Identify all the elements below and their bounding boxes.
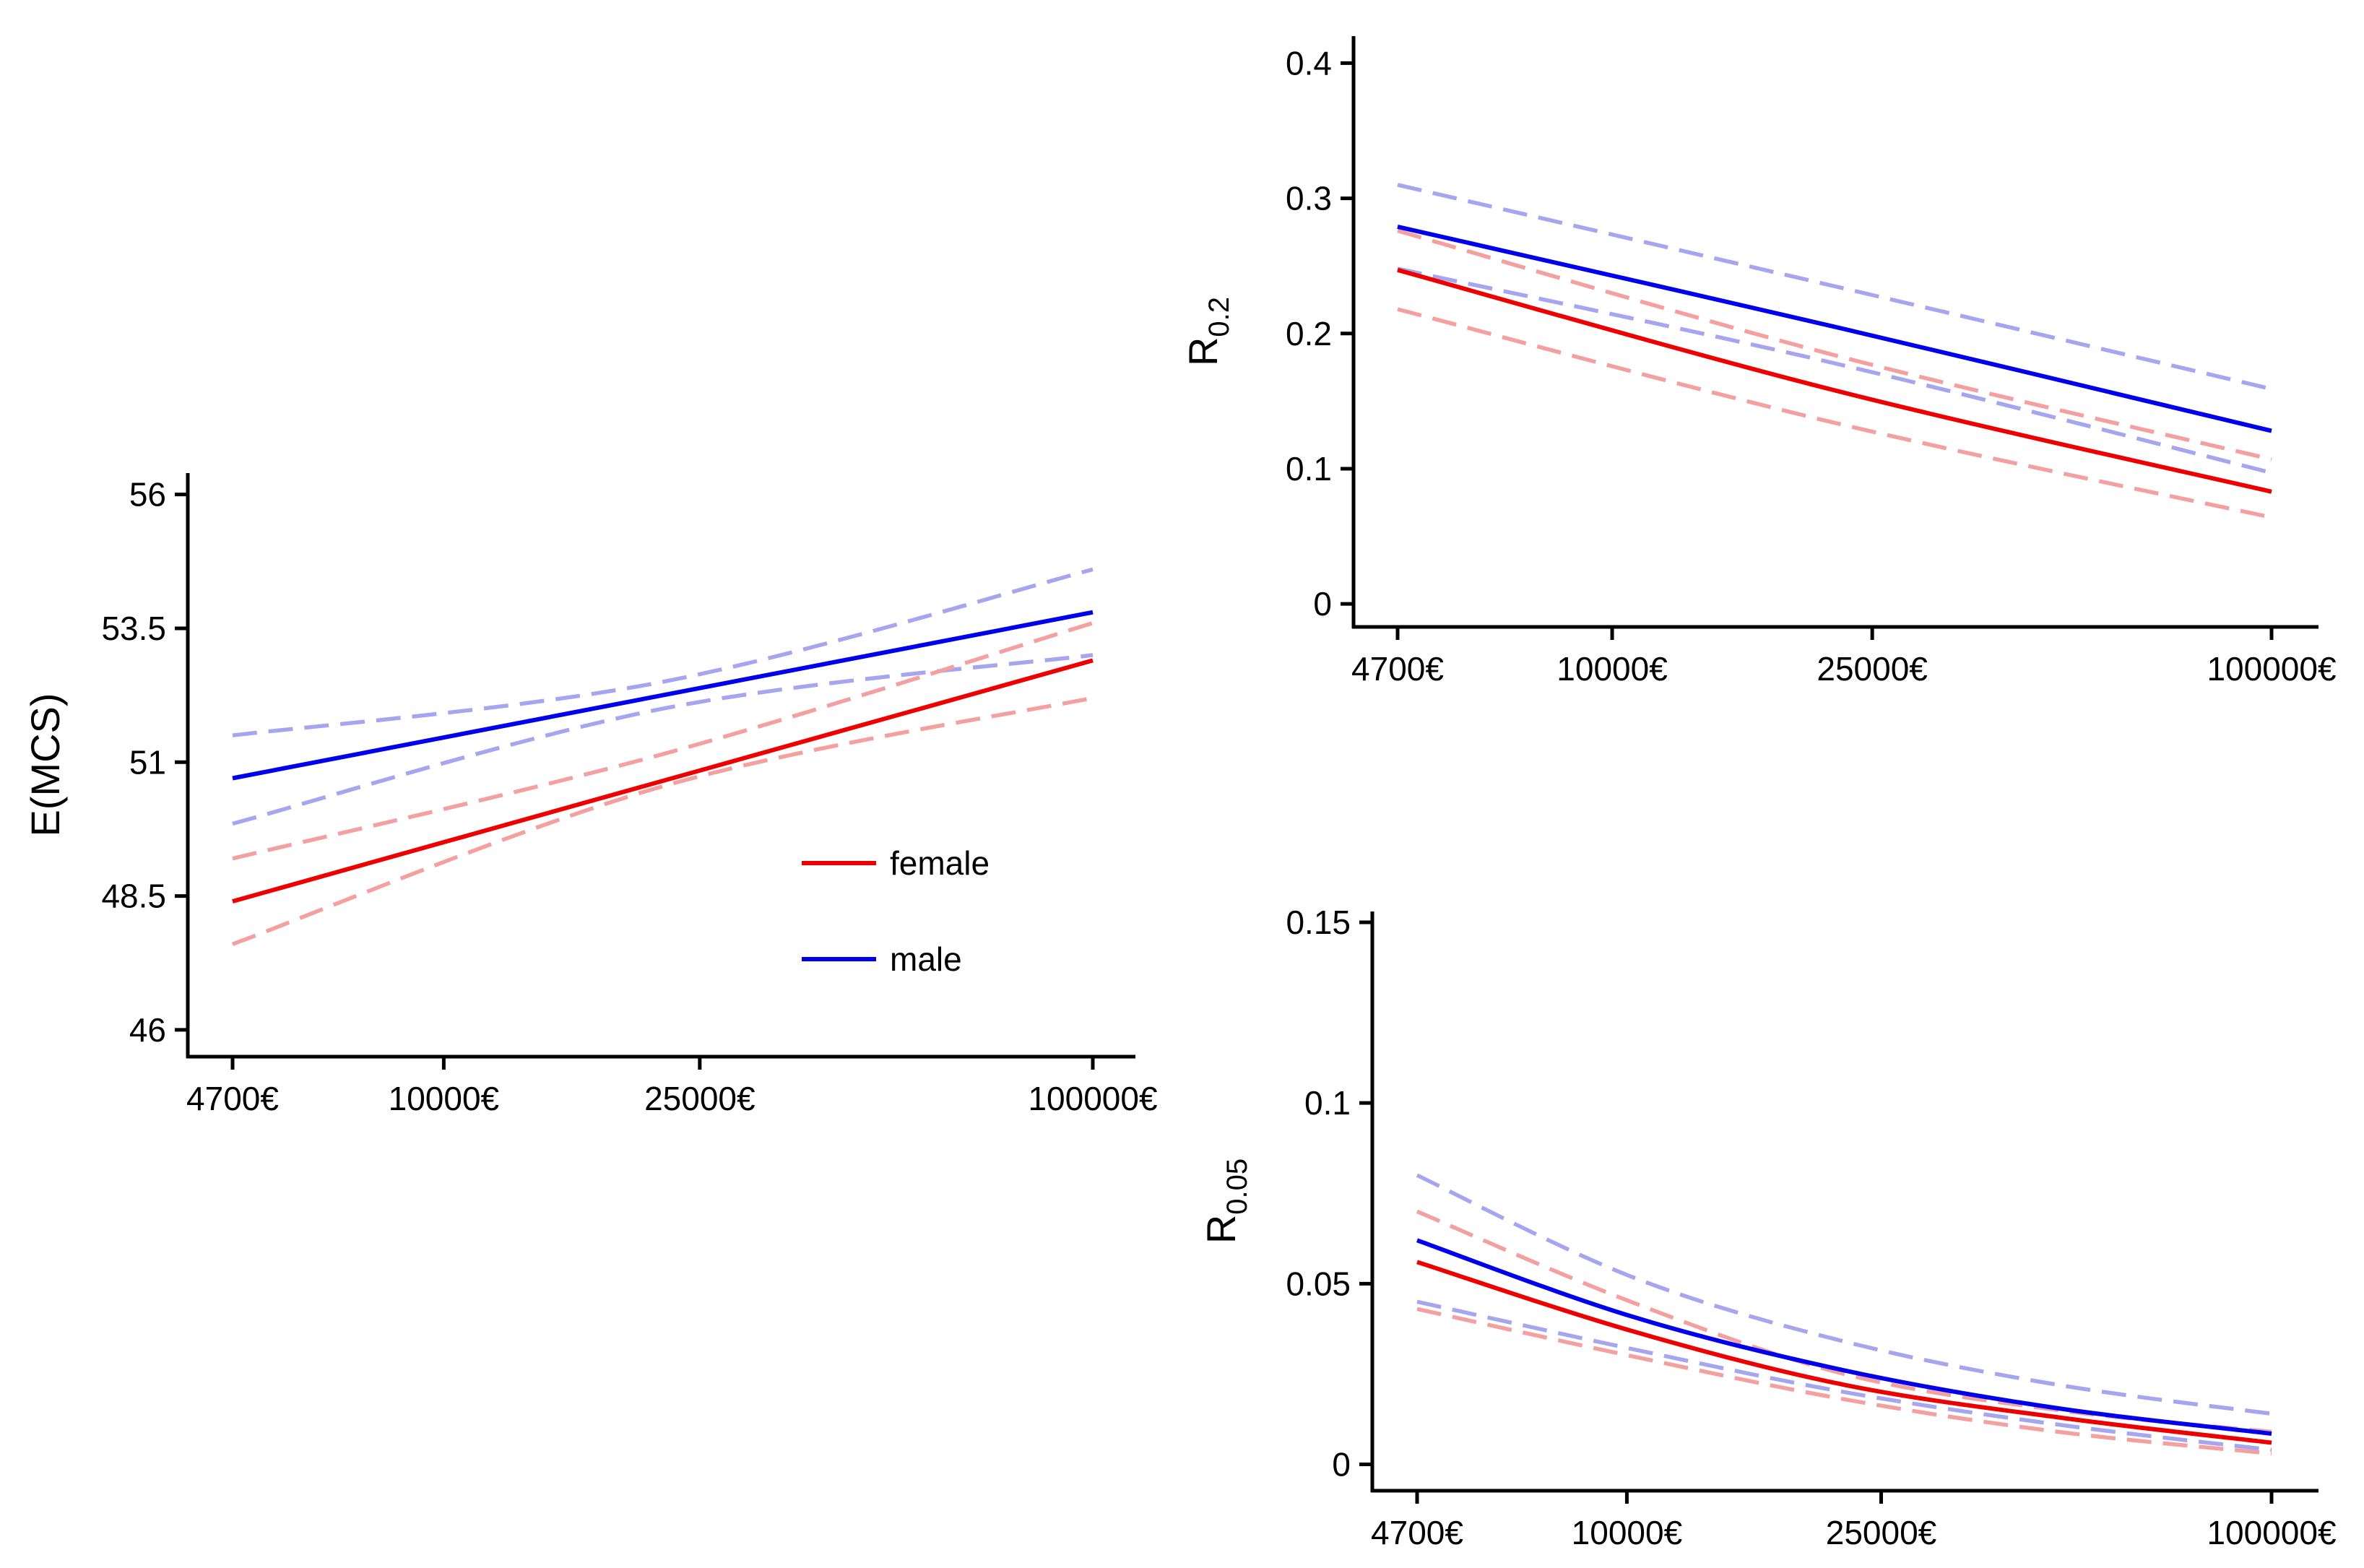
r005-female-ci-lower-line — [1416, 1307, 2272, 1456]
mcs-x-tick-label: 4700€ — [186, 1080, 279, 1117]
r02-male-ci-upper-line — [1397, 183, 2272, 391]
r005-male-ci-upper-line — [1416, 1173, 2272, 1416]
legend-label-female: female — [890, 844, 990, 882]
r02-x-tick-label: 4700€ — [1351, 650, 1444, 688]
r02-y-axis-title-main: R — [1180, 337, 1226, 366]
r005-male-ci-lower-line — [1416, 1299, 2272, 1452]
r005-y-tick-label: 0.1 — [1304, 1084, 1351, 1122]
r005-female-estimate-line — [1416, 1260, 2272, 1445]
mcs-x-tick-label: 100000€ — [1028, 1080, 1157, 1117]
mcs-x-tick-label: 10000€ — [389, 1080, 500, 1117]
mcs-y-axis-title-main: E(MCS) — [22, 693, 68, 836]
mcs-y-tick-label: 53.5 — [101, 610, 166, 647]
r02-y-axis-title-subscript: 0.2 — [1203, 297, 1235, 337]
mcs-y-tick-label: 48.5 — [101, 878, 166, 915]
r005-x-tick-label: 25000€ — [1826, 1514, 1937, 1551]
mcs-female-estimate-line — [232, 658, 1094, 904]
mcs-y-axis-title: E(MCS) — [22, 693, 68, 836]
r02-x-tick-label: 25000€ — [1817, 650, 1928, 688]
r02-x-tick-label: 10000€ — [1556, 650, 1668, 688]
r005-female-ci-upper-line — [1416, 1209, 2272, 1434]
r005-y-axis-title-subscript: 0.05 — [1221, 1158, 1253, 1215]
r02-y-axis-title: R0.2 — [1180, 297, 1235, 366]
mcs-male-ci-lower-line — [232, 653, 1094, 826]
mcs-x-tick-label: 25000€ — [644, 1080, 755, 1117]
r005-y-tick-label: 0.15 — [1286, 904, 1351, 941]
legend: female male — [802, 844, 990, 978]
legend-label-male: male — [890, 940, 962, 978]
mcs-male-ci-upper-line — [232, 567, 1094, 737]
r02-male-estimate-line — [1397, 224, 2272, 433]
r02-male-ci-lower-line — [1397, 267, 2272, 475]
r005-x-tick-label: 10000€ — [1572, 1514, 1683, 1551]
mcs-female-ci-upper-line — [232, 620, 1094, 861]
r02-y-tick-label: 0 — [1313, 585, 1332, 623]
mcs-y-tick-label: 56 — [129, 476, 166, 514]
r02-y-tick-label: 0.3 — [1286, 180, 1332, 217]
r02-y-tick-label: 0.2 — [1286, 315, 1332, 352]
mcs-y-tick-label: 46 — [129, 1011, 166, 1049]
r02-female-ci-lower-line — [1397, 307, 2272, 520]
r005-y-tick-label: 0 — [1332, 1445, 1351, 1483]
r02-female-estimate-line — [1397, 267, 2272, 494]
r005-x-tick-label: 4700€ — [1371, 1514, 1463, 1551]
r02-y-tick-label: 0.4 — [1286, 44, 1332, 82]
mcs-y-tick-label: 51 — [129, 743, 166, 781]
r02-y-tick-label: 0.1 — [1286, 450, 1332, 488]
mcs-male-estimate-line — [232, 610, 1094, 781]
r02-female-ci-upper-line — [1397, 228, 2272, 462]
r02-x-tick-label: 100000€ — [2207, 650, 2336, 688]
panel-mcs-chart: 46 48.5 51 53.5 56 4700€ 10000€ 25000€ 100000€ E(… — [22, 473, 1158, 1117]
r005-male-estimate-line — [1416, 1238, 2272, 1436]
r005-y-axis-title: R0.05 — [1198, 1158, 1253, 1244]
r005-y-tick-label: 0.05 — [1286, 1265, 1351, 1302]
r005-x-tick-label: 100000€ — [2207, 1514, 2336, 1551]
r005-y-axis-title-main: R — [1198, 1215, 1244, 1244]
mcs-female-ci-lower-line — [232, 696, 1094, 946]
